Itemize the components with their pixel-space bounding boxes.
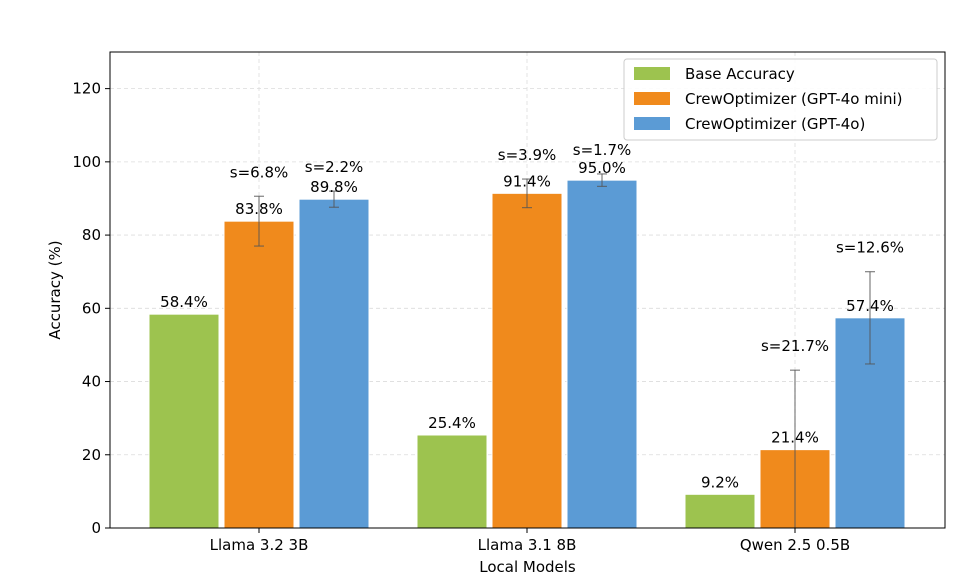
bar	[148, 313, 220, 529]
data-label: 25.4%	[428, 414, 476, 432]
x-axis-label: Local Models	[479, 558, 576, 574]
bar	[491, 192, 563, 529]
bars-layer	[148, 179, 906, 529]
bar	[223, 220, 295, 529]
x-tick-label: Qwen 2.5 0.5B	[740, 536, 850, 554]
y-tick-label: 60	[82, 299, 101, 317]
error-bars-layer	[254, 173, 875, 528]
legend-swatch	[634, 67, 670, 80]
std-label: s=2.2%	[305, 158, 364, 176]
x-tick-label: Llama 3.1 8B	[478, 536, 577, 554]
data-label: 21.4%	[771, 429, 819, 447]
bar	[298, 198, 370, 529]
legend-entry: Base Accuracy	[685, 65, 795, 83]
legend-swatch	[634, 117, 670, 130]
std-label: s=21.7%	[761, 337, 829, 355]
y-tick-label: 0	[91, 519, 101, 537]
legend: Base Accuracy CrewOptimizer (GPT-4o mini)…	[623, 58, 938, 141]
data-label: 57.4%	[846, 297, 894, 315]
legend-entry: CrewOptimizer (GPT-4o)	[685, 115, 865, 133]
data-label: 89.8%	[310, 178, 358, 196]
std-label: s=1.7%	[573, 141, 632, 159]
axes-layer: 0 20 40 60 80 100 120 Llama 3.2 3B Llama 3.1 8B Q…	[72, 51, 946, 554]
std-label: s=12.6%	[836, 239, 904, 257]
y-tick-label: 20	[82, 446, 101, 464]
bar	[416, 434, 488, 529]
data-label: 91.4%	[503, 172, 551, 190]
y-tick-label: 40	[82, 373, 101, 391]
y-axis-label: Accuracy (%)	[46, 240, 64, 339]
y-tick-label: 120	[72, 80, 101, 98]
y-tick-label: 80	[82, 226, 101, 244]
data-label: 9.2%	[701, 473, 739, 491]
std-label: s=6.8%	[230, 163, 289, 181]
legend-entry: CrewOptimizer (GPT-4o mini)	[685, 90, 903, 108]
data-label: 83.8%	[235, 200, 283, 218]
x-tick-label: Llama 3.2 3B	[210, 536, 309, 554]
data-label: 95.0%	[578, 159, 626, 177]
std-label: s=3.9%	[498, 146, 557, 164]
legend-box	[623, 58, 938, 141]
legend-swatch	[634, 92, 670, 105]
data-label: 58.4%	[160, 293, 208, 311]
bar	[684, 493, 756, 529]
bar	[566, 179, 638, 529]
y-tick-label: 100	[72, 153, 101, 171]
data-labels-layer: 58.4% 25.4% 9.2% 83.8% s=6.8% 91.4% s=3.9% 21.4…	[160, 141, 904, 491]
